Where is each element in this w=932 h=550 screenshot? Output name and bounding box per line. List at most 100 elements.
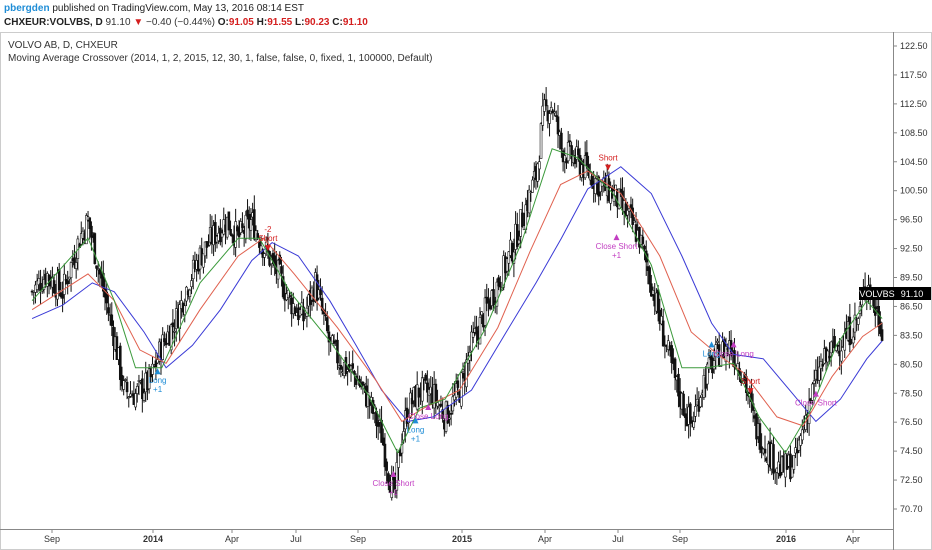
candle	[848, 303, 852, 353]
candle	[66, 270, 69, 295]
trade-marker-qty: +1	[153, 385, 163, 394]
last-price: 91.10	[105, 17, 131, 28]
price-axis[interactable]: 122.50 117.50 112.50 108.50 104.50 100.50 96.5…	[893, 41, 928, 514]
candle	[670, 341, 673, 374]
candle	[560, 127, 563, 158]
candle	[499, 275, 502, 293]
candle	[85, 213, 88, 245]
x-tick-label: 2014	[143, 534, 163, 544]
close-value: 91.10	[342, 17, 368, 28]
time-axis[interactable]: Sep 2014 Apr Jul Sep 2015 Apr Jul Sep 2016 Apr	[44, 529, 860, 544]
candle	[880, 322, 884, 342]
candle	[449, 404, 453, 426]
candle	[556, 105, 560, 149]
candle	[436, 389, 439, 410]
candle	[79, 221, 83, 247]
candle	[409, 387, 412, 419]
candle	[631, 198, 634, 233]
candle	[324, 303, 327, 321]
candle	[69, 261, 73, 292]
trade-marker-qty: +1	[612, 251, 622, 260]
candle	[541, 92, 545, 131]
candle	[207, 234, 210, 247]
candle	[202, 253, 205, 274]
candle	[521, 201, 524, 228]
candle	[673, 357, 677, 391]
y-tick-label: 89.50	[900, 273, 923, 283]
candle	[716, 338, 719, 350]
author-link[interactable]: pbergden	[4, 3, 50, 14]
candle	[789, 445, 792, 482]
candle	[626, 201, 629, 228]
price-tag-bg	[895, 287, 931, 300]
y-tick-label: 117.50	[900, 70, 927, 80]
candle	[836, 342, 840, 354]
candle	[563, 147, 567, 174]
high-value: 91.55	[267, 17, 293, 28]
candle	[161, 327, 164, 361]
candle	[536, 162, 539, 188]
candle	[689, 402, 692, 437]
low-value: 90.23	[304, 17, 330, 28]
candle	[437, 403, 441, 420]
candle	[125, 376, 129, 400]
arrow-up-icon	[390, 471, 397, 478]
candle	[763, 435, 767, 463]
price-tag: VOLVBS 91.10	[859, 287, 931, 300]
ma-slow-line	[31, 166, 883, 423]
candle	[709, 350, 713, 370]
candle	[213, 214, 217, 252]
published-text: published on TradingView.com, May 13, 20…	[52, 3, 304, 14]
candle	[692, 411, 696, 431]
legend-title: VOLVO AB, D, CHXEUR	[8, 40, 118, 51]
candle	[829, 341, 833, 367]
candle	[812, 369, 816, 398]
candle	[651, 286, 655, 301]
candle	[677, 368, 680, 408]
arrow-up-icon	[730, 341, 737, 348]
ticker-label: CHXEUR:VOLVBS, D	[4, 17, 103, 28]
candle	[405, 397, 409, 427]
trade-marker-qty: +1	[411, 434, 421, 443]
symbol-tag: VOLVBS	[859, 289, 894, 299]
candle	[339, 355, 343, 378]
candle	[471, 321, 475, 344]
candle	[792, 454, 796, 474]
candle	[851, 328, 855, 348]
candle	[495, 278, 499, 315]
arrow-up-icon	[412, 417, 419, 424]
candle	[61, 281, 64, 313]
candle	[142, 388, 146, 403]
candle	[112, 320, 115, 360]
candle	[205, 241, 209, 259]
candle	[650, 274, 653, 297]
candle	[599, 179, 602, 201]
candle	[682, 390, 685, 417]
candle	[480, 311, 483, 325]
candle	[568, 133, 572, 147]
chart-frame	[0, 32, 932, 550]
candle	[98, 268, 102, 288]
candle	[570, 141, 573, 167]
candle	[548, 109, 551, 137]
high-label: H:	[256, 17, 268, 28]
open-value: 91.05	[228, 17, 254, 28]
candle	[229, 220, 232, 237]
arrow-down-icon	[605, 164, 612, 171]
trade-marker-short: Short	[741, 377, 761, 395]
x-tick-label: 2016	[776, 534, 796, 544]
candle	[319, 278, 322, 301]
x-tick-label: Sep	[350, 534, 366, 544]
candle	[88, 217, 92, 240]
candles-layer	[30, 87, 884, 501]
trade-marker-label: Close Short	[596, 242, 639, 251]
candle	[527, 185, 531, 218]
candle	[110, 302, 114, 337]
candle	[293, 306, 297, 316]
candle	[641, 227, 645, 250]
candle	[656, 285, 660, 322]
candle	[683, 408, 687, 432]
trade-marker-label: Close Short	[795, 399, 838, 408]
candle	[729, 330, 733, 361]
